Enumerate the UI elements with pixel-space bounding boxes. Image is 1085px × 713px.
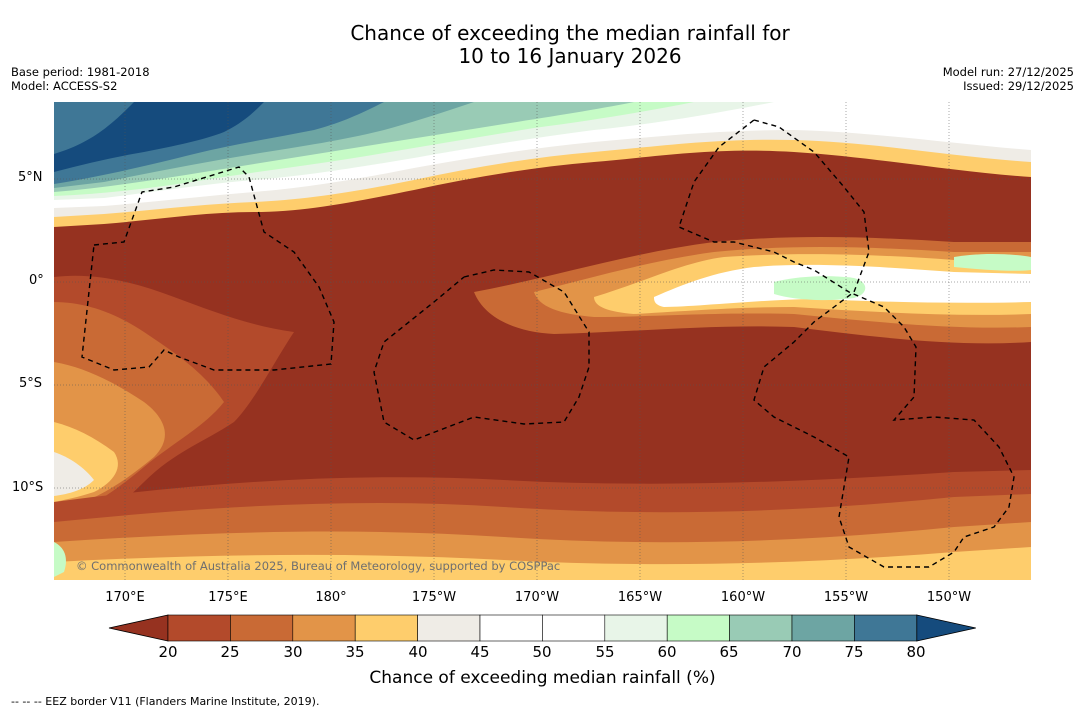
cbar-tick-75: 75 bbox=[844, 643, 864, 661]
cbar-tick-40: 40 bbox=[408, 643, 428, 661]
eez-borders bbox=[81, 119, 1015, 568]
lat-label-0: 0° bbox=[29, 273, 44, 288]
west-band-45 bbox=[54, 452, 94, 496]
issued-date: Issued: 29/12/2025 bbox=[963, 79, 1074, 93]
eez-border-kiribati-gilbert bbox=[81, 166, 335, 371]
cbar-tick-25: 25 bbox=[220, 643, 240, 661]
cbar-tick-30: 30 bbox=[283, 643, 303, 661]
cbar-segment-10 bbox=[729, 614, 793, 642]
cbar-segment-5 bbox=[417, 614, 481, 642]
colorbar-title: Chance of exceeding median rainfall (%) bbox=[369, 668, 716, 688]
cbar-arrow-low bbox=[108, 614, 169, 642]
eq-band-65 bbox=[774, 276, 866, 301]
cbar-tick-50: 50 bbox=[532, 643, 552, 661]
title-line-1: Chance of exceeding the median rainfall … bbox=[350, 21, 790, 45]
run-info: Model run: 27/12/2025 Issued: 29/12/2025 bbox=[943, 65, 1074, 93]
cbar-segment-8 bbox=[604, 614, 668, 642]
graticule bbox=[54, 102, 1031, 580]
map-title: Chance of exceeding the median rainfall … bbox=[0, 22, 1085, 68]
cbar-segment-1 bbox=[167, 614, 231, 642]
model-info: Base period: 1981-2018 Model: ACCESS-S2 bbox=[11, 65, 150, 93]
eez-legend: -- -- -- EEZ border V11 (Flanders Marine… bbox=[11, 695, 320, 708]
rainfall-map bbox=[54, 102, 1031, 580]
model-run: Model run: 27/12/2025 bbox=[942, 65, 1074, 79]
colorbar bbox=[108, 614, 976, 642]
cbar-tick-70: 70 bbox=[782, 643, 802, 661]
lon-label-160w: 160°W bbox=[720, 590, 766, 605]
lat-label-5s: 5°S bbox=[19, 376, 43, 391]
copyright-notice: © Commonwealth of Australia 2025, Bureau… bbox=[76, 559, 561, 573]
cbar-tick-45: 45 bbox=[470, 643, 490, 661]
lon-label-165w: 165°W bbox=[617, 590, 663, 605]
south-band-60 bbox=[54, 542, 66, 577]
lon-label-155w: 155°W bbox=[823, 590, 869, 605]
lon-label-170w: 170°W bbox=[514, 590, 560, 605]
cbar-segment-9 bbox=[666, 614, 730, 642]
cbar-tick-55: 55 bbox=[595, 643, 615, 661]
title-line-2: 10 to 16 January 2026 bbox=[458, 44, 682, 68]
lat-label-10s: 10°S bbox=[12, 480, 44, 495]
cbar-tick-35: 35 bbox=[345, 643, 365, 661]
lon-label-170e: 170°E bbox=[105, 590, 145, 605]
cbar-segment-4 bbox=[354, 614, 418, 642]
eez-border-phoenix bbox=[373, 269, 590, 441]
east-band-65 bbox=[954, 253, 1031, 271]
north-band-85 bbox=[54, 102, 264, 172]
cbar-segment-12 bbox=[854, 614, 918, 642]
lon-label-180: 180° bbox=[315, 590, 347, 605]
lat-label-5n: 5°N bbox=[18, 170, 43, 185]
model-name: Model: ACCESS-S2 bbox=[11, 79, 118, 93]
cbar-segment-6 bbox=[479, 614, 543, 642]
south-band-40 bbox=[54, 547, 1031, 580]
base-period: Base period: 1981-2018 bbox=[11, 65, 150, 79]
cbar-segment-11 bbox=[791, 614, 855, 642]
lon-label-175w: 175°W bbox=[411, 590, 457, 605]
lon-label-175e: 175°E bbox=[208, 590, 248, 605]
eez-border-line-islands bbox=[678, 119, 1015, 568]
cbar-tick-65: 65 bbox=[719, 643, 739, 661]
cbar-segment-7 bbox=[542, 614, 606, 642]
cbar-tick-80: 80 bbox=[906, 643, 926, 661]
cbar-segment-2 bbox=[230, 614, 294, 642]
cbar-tick-20: 20 bbox=[158, 643, 178, 661]
cbar-arrow-high bbox=[916, 614, 976, 642]
cbar-segment-3 bbox=[292, 614, 356, 642]
lon-label-150w: 150°W bbox=[926, 590, 972, 605]
cbar-tick-60: 60 bbox=[657, 643, 677, 661]
